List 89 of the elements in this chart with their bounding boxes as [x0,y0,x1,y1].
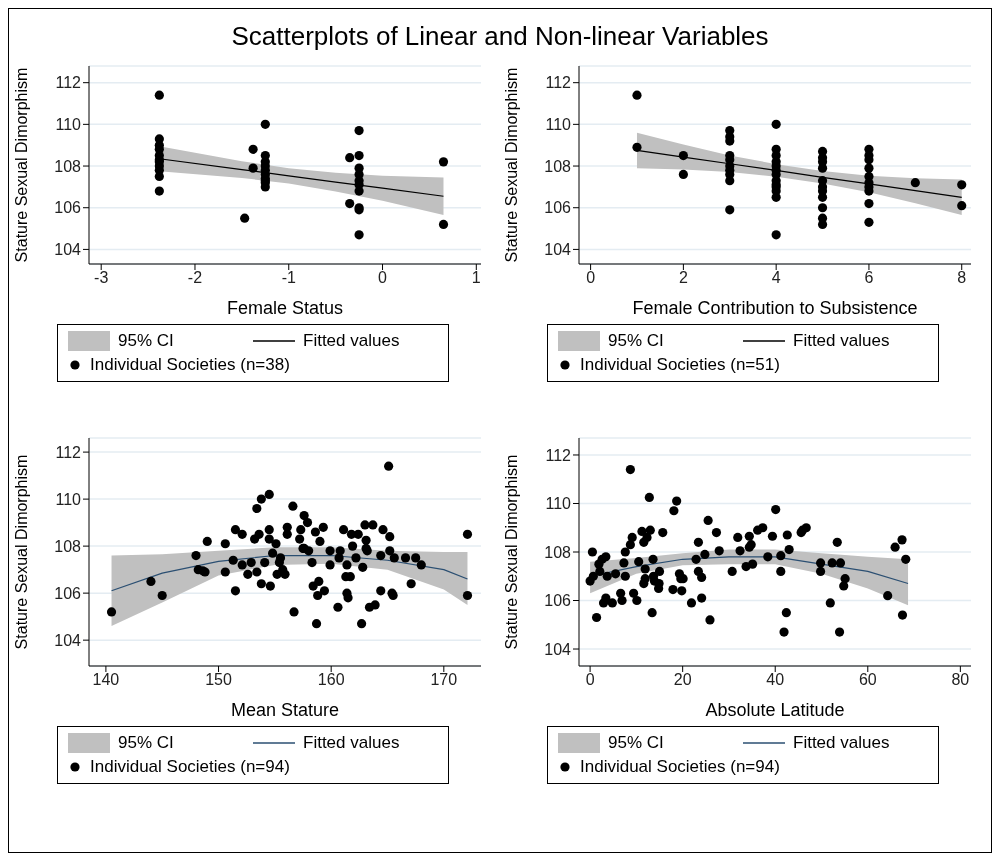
legend-label: 95% CI [608,331,664,351]
x-tick-label: 4 [771,269,781,287]
x-tick-label: 140 [92,671,120,689]
y-tick-label: 106 [54,584,82,602]
y-tick-label: 106 [544,199,572,217]
y-tick-label: 104 [54,631,82,649]
y-tick-label: 112 [55,74,82,92]
y-axis-title: Stature Sexual Dimorphism [12,67,30,263]
point [725,176,735,186]
point [345,153,355,163]
point [957,201,967,211]
y-tick-label: 112 [55,443,82,461]
y-axis-title: Stature Sexual Dimorphism [502,67,520,263]
x-axis-title: Female Status [226,298,344,318]
x-tick-label: 0 [585,671,595,689]
x-tick-label: 20 [673,671,692,689]
point [725,205,735,215]
point [864,198,874,209]
y-tick-label: 110 [55,490,82,508]
point [632,142,642,152]
x-tick-label: 6 [864,269,874,287]
x-tick-label: 150 [205,671,232,689]
y-tick-label: 110 [545,495,572,513]
legend-label: Fitted values [793,331,890,351]
y-tick-label: 108 [544,543,572,561]
x-tick-label: 8 [957,269,967,287]
point [354,230,364,240]
point [248,163,258,173]
legend-label: 95% CI [118,331,174,351]
y-axis-title: Stature Sexual Dimorphism [12,454,30,650]
legend-label: Individual Societies (n=51) [580,355,780,375]
y-tick-label: 106 [544,592,572,610]
legend-label: 95% CI [118,733,174,753]
point [771,119,781,129]
y-tick-label: 112 [545,446,572,464]
y-tick-label: 106 [54,199,82,217]
y-tick-label: 108 [54,157,82,175]
point [817,203,828,213]
x-axis-title: Mean Stature [230,700,340,720]
point [248,144,258,154]
point [354,186,364,196]
x-tick-label: -2 [187,269,203,287]
x-tick-label: 0 [586,269,596,287]
point [354,151,364,161]
y-tick-label: 112 [545,74,572,92]
y-tick-label: 104 [54,241,82,259]
x-tick-label: 60 [858,671,877,689]
point [260,119,270,129]
y-tick-label: 104 [544,640,572,658]
x-tick-label: 40 [766,671,785,689]
y-tick-label: 108 [544,157,572,175]
legend-label: Fitted values [303,733,400,753]
point [632,90,642,100]
x-axis-title: Absolute Latitude [705,700,845,720]
point [154,186,164,196]
x-axis-title: Female Contribution to Subsistence [632,298,918,318]
legend-label: Individual Societies (n=38) [90,355,290,375]
y-tick-label: 110 [55,116,82,134]
x-tick-label: 160 [317,671,345,689]
x-tick-label: 1 [471,269,481,287]
y-tick-label: 104 [544,241,572,259]
point [240,213,250,223]
point [864,217,874,227]
y-axis-title: Stature Sexual Dimorphism [502,454,520,650]
y-tick-label: 110 [545,116,572,134]
point [678,169,688,179]
chart-title: Scatterplots of Linear and Non-linear Variables [230,20,770,53]
y-tick-label: 108 [54,537,82,555]
point [345,198,355,209]
x-tick-label: 0 [378,269,388,287]
point [678,151,688,161]
x-tick-label: 80 [951,671,970,689]
legend-label: 95% CI [608,733,664,753]
legend-label: Fitted values [793,733,890,753]
legend-label: Individual Societies (n=94) [90,757,290,777]
point [438,219,449,229]
x-tick-label: 170 [430,671,458,689]
point [154,90,164,100]
point [771,230,781,240]
point [910,178,920,188]
x-tick-label: 2 [678,269,688,287]
legend-label: Individual Societies (n=94) [580,757,780,777]
point [354,126,364,136]
point [864,163,874,173]
legend-label: Fitted values [303,331,400,351]
point [957,180,967,190]
x-tick-label: -3 [94,269,109,287]
point [438,157,449,167]
x-tick-label: -1 [281,269,296,287]
